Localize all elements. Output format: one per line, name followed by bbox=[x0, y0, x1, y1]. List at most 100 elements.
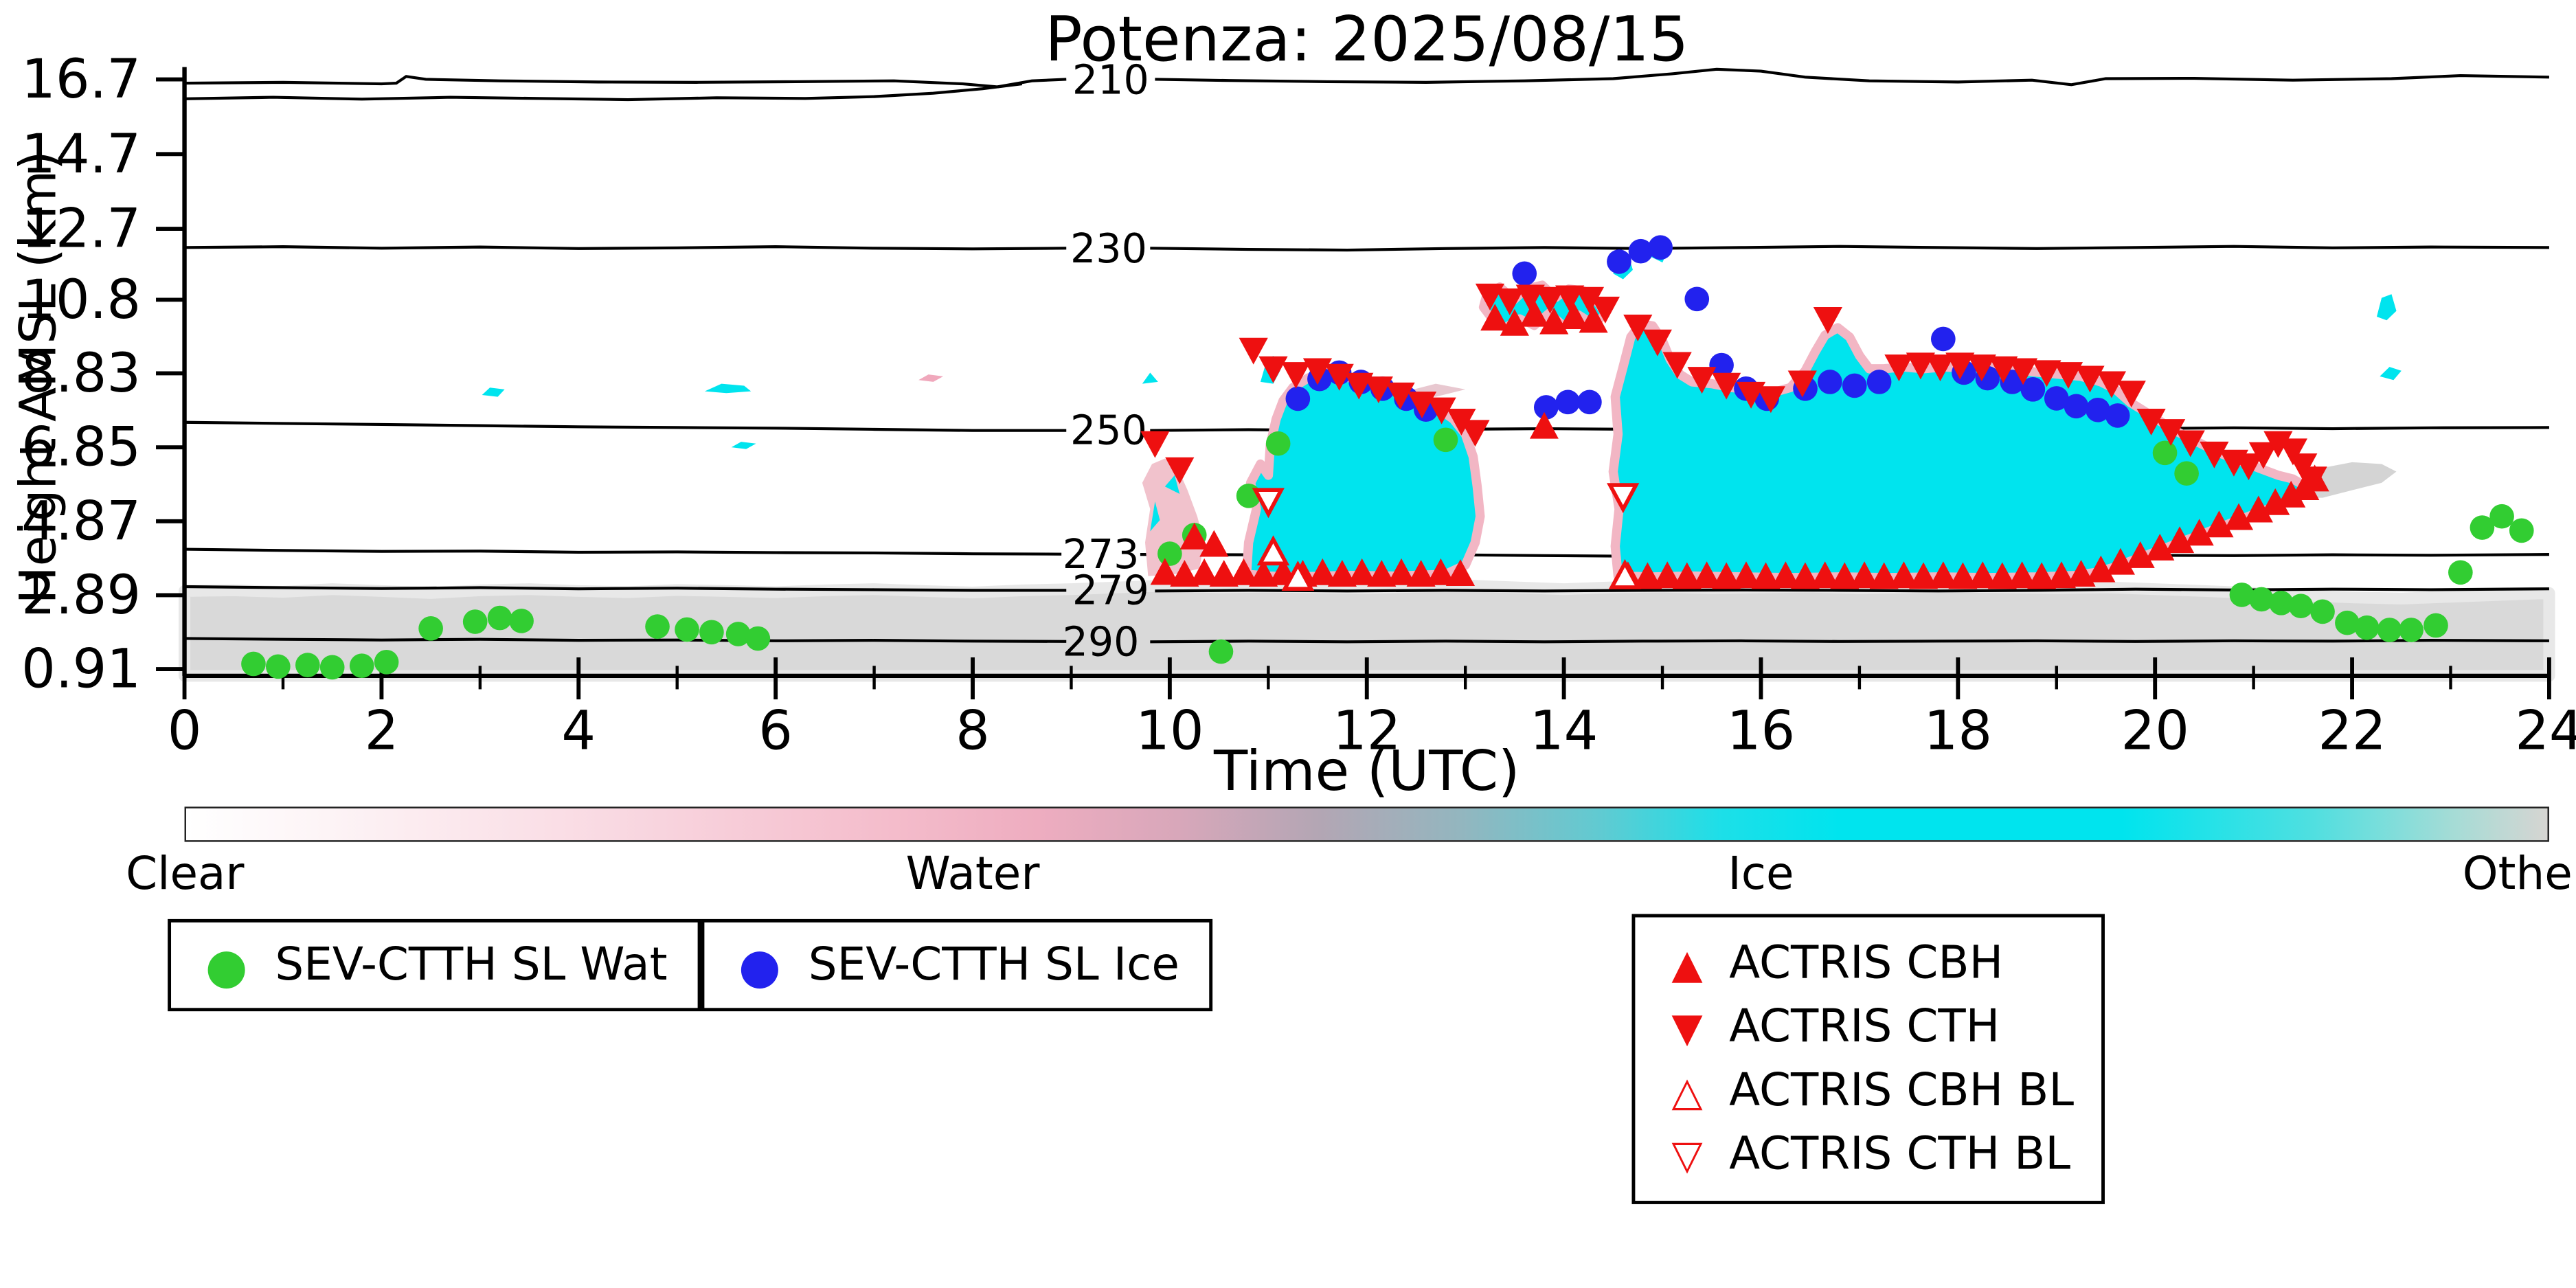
point-actris-cth bbox=[1813, 307, 1842, 334]
point-actris-cbh bbox=[1170, 560, 1199, 587]
legend-label-sev-wat: SEV-CTTH SL Wat bbox=[275, 939, 668, 991]
legend-row-cbh: ▲ ACTRIS CBH bbox=[1662, 937, 2004, 990]
point-actris-cth bbox=[1623, 315, 1653, 341]
colorbar-label-clear: Clear bbox=[126, 848, 245, 901]
point-sev-ctth-sl-wat bbox=[487, 605, 512, 631]
point-actris-cbh bbox=[1712, 562, 1741, 589]
contour-210-path-1 bbox=[1155, 67, 2549, 87]
point-actris-cbh bbox=[1327, 560, 1357, 587]
point-sev-ctth-sl-ice bbox=[1555, 389, 1581, 415]
water-circle-icon: ● bbox=[205, 936, 248, 994]
contour-label-279: 279 bbox=[1072, 567, 1149, 613]
point-actris-cth bbox=[1515, 284, 1545, 312]
x-tick-label: 18 bbox=[1924, 699, 1992, 762]
point-sev-ctth-sl-wat bbox=[2470, 515, 2495, 540]
point-actris-cbh bbox=[1987, 562, 2017, 589]
point-actris-cth bbox=[1281, 362, 1311, 389]
legend-label-cbh: ACTRIS CBH bbox=[1729, 937, 2004, 990]
point-actris-cbh bbox=[1790, 562, 1820, 589]
point-sev-ctth-sl-wat bbox=[645, 614, 670, 639]
region-ice-speck-pre-3 bbox=[1142, 372, 1158, 384]
point-sev-ctth-sl-ice bbox=[1533, 395, 1559, 420]
point-sev-ctth-sl-ice bbox=[2064, 394, 2089, 419]
point-actris-cbh-bl bbox=[1256, 535, 1290, 566]
point-sev-ctth-sl-wat bbox=[2268, 591, 2294, 615]
y-tick-label: 10.8 bbox=[21, 269, 141, 331]
point-sev-ctth-sl-wat bbox=[374, 649, 399, 675]
point-actris-cbh bbox=[1199, 530, 1229, 557]
point-actris-cbh bbox=[1179, 522, 1209, 550]
point-actris-cth bbox=[2053, 362, 2083, 389]
point-sev-ctth-sl-wat bbox=[265, 654, 291, 679]
triangle-up-filled-icon: ▲ bbox=[1671, 940, 1703, 987]
colorbar-label-water: Water bbox=[905, 848, 1040, 901]
point-actris-cbh bbox=[1190, 558, 1219, 585]
point-sev-ctth-sl-wat bbox=[2399, 618, 2424, 642]
point-actris-cth bbox=[2032, 360, 2061, 387]
point-sev-ctth-sl-ice bbox=[1684, 286, 1710, 312]
point-actris-cth bbox=[2234, 453, 2263, 481]
point-actris-cbh bbox=[1751, 562, 1781, 589]
point-actris-cbh bbox=[1406, 560, 1436, 587]
point-actris-cbh bbox=[1830, 562, 1860, 589]
point-actris-cth bbox=[2298, 466, 2327, 494]
point-actris-cbh bbox=[2165, 526, 2195, 554]
contour-210-path-2 bbox=[184, 82, 1023, 102]
point-actris-cbh-bl bbox=[1608, 558, 1642, 589]
point-actris-cth bbox=[1712, 372, 1741, 400]
region-ice-speck-morning-1 bbox=[482, 387, 505, 397]
x-tick-label: 4 bbox=[561, 699, 596, 762]
region-ice-speck-far-right-1 bbox=[2376, 294, 2397, 321]
contour-250-path-0 bbox=[184, 420, 1067, 432]
contour-279-path-0 bbox=[184, 585, 1067, 592]
point-sev-ctth-sl-wat bbox=[2249, 587, 2274, 612]
point-actris-cbh bbox=[1928, 561, 1958, 589]
point-actris-cbh bbox=[1672, 562, 1702, 589]
point-sev-ctth-sl-wat bbox=[2174, 461, 2199, 486]
point-sev-ctth-sl-wat bbox=[295, 653, 320, 677]
chart-title: Potenza: 2025/08/15 bbox=[1045, 3, 1689, 76]
contour-label-210: 210 bbox=[1072, 57, 1149, 104]
point-actris-cbh bbox=[1633, 562, 1662, 589]
point-actris-cbh bbox=[1249, 560, 1278, 587]
category-colorbar bbox=[184, 806, 2549, 842]
point-actris-cth bbox=[1460, 420, 1490, 447]
point-actris-cth bbox=[1642, 329, 1672, 357]
point-sev-ctth-sl-wat bbox=[2489, 504, 2514, 529]
x-tick-label: 12 bbox=[1333, 699, 1401, 762]
y-tick-label: 4.87 bbox=[21, 490, 141, 552]
point-actris-cbh bbox=[1347, 558, 1377, 585]
legend-label-cth: ACTRIS CTH bbox=[1729, 1001, 2000, 1054]
point-sev-ctth-sl-wat bbox=[2377, 618, 2402, 642]
region-ice-speck-morning-3 bbox=[731, 442, 756, 449]
point-actris-cth bbox=[1945, 352, 1975, 380]
point-actris-cth bbox=[1884, 354, 1914, 382]
point-sev-ctth-sl-wat bbox=[675, 617, 699, 642]
point-actris-cth bbox=[1535, 286, 1565, 314]
x-tick-label: 6 bbox=[758, 699, 793, 762]
point-actris-cth bbox=[1140, 431, 1170, 458]
point-sev-ctth-sl-ice bbox=[1866, 370, 1892, 394]
legend-sev-ctth-wat: ● SEV-CTTH SL Wat bbox=[168, 918, 701, 1012]
point-sev-ctth-sl-wat bbox=[241, 651, 266, 677]
point-actris-cth bbox=[1495, 288, 1524, 315]
point-sev-ctth-sl-ice bbox=[1628, 238, 1653, 264]
point-sev-ctth-sl-wat bbox=[2310, 599, 2335, 624]
x-tick-label: 16 bbox=[1727, 699, 1795, 762]
point-actris-cth bbox=[2176, 430, 2205, 457]
point-actris-cbh bbox=[1810, 561, 1840, 589]
region-ice-speck-pre-2 bbox=[1164, 475, 1180, 494]
legend-row-cth-bl: ▽ ACTRIS CTH BL bbox=[1662, 1129, 2071, 1181]
contour-210-path-0 bbox=[184, 75, 1067, 89]
point-actris-cth-bl bbox=[1607, 483, 1640, 514]
legend-sev-ctth-ice: ● SEV-CTTH SL Ice bbox=[701, 918, 1213, 1012]
triangle-down-open-icon: ▽ bbox=[1671, 1131, 1703, 1179]
point-actris-cbh bbox=[1229, 558, 1258, 585]
legend-label-cth-bl: ACTRIS CTH BL bbox=[1729, 1129, 2071, 1181]
point-actris-cbh bbox=[1150, 558, 1179, 585]
point-sev-ctth-sl-ice bbox=[1577, 389, 1602, 415]
point-sev-ctth-sl-wat bbox=[2288, 594, 2314, 619]
point-actris-cbh bbox=[2204, 510, 2234, 538]
contour-273-path-0 bbox=[184, 547, 1062, 556]
